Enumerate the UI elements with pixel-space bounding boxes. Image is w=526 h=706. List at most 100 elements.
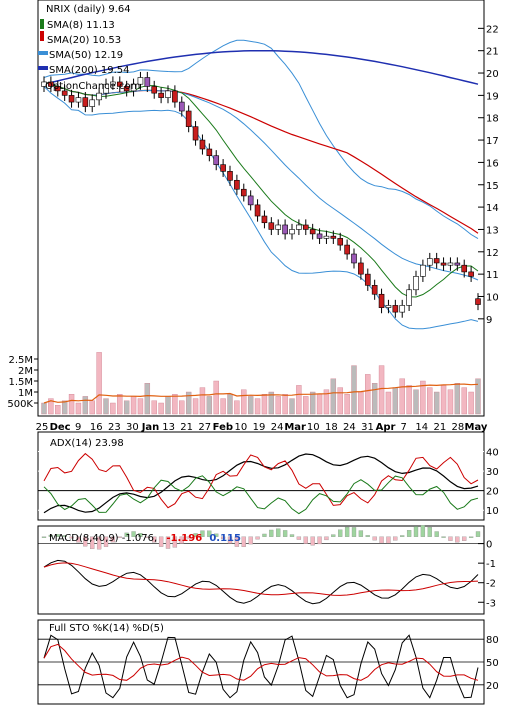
x-tick-label: 24	[343, 422, 356, 433]
candle-body	[309, 229, 316, 235]
macd-hist-bar	[379, 536, 384, 544]
candle-body	[468, 271, 474, 277]
candle-body	[178, 101, 185, 112]
candle-body	[61, 90, 68, 96]
macd-hist-bar	[90, 536, 95, 550]
candle-body	[254, 204, 261, 217]
macd-hist-bar	[41, 536, 47, 538]
x-tick-label: 24	[271, 422, 284, 433]
macd-hist-bar	[365, 535, 370, 537]
sto-ytick-label: 50	[486, 658, 499, 669]
candle-body	[261, 215, 268, 224]
volume-bar	[55, 405, 61, 415]
candle-body	[337, 238, 344, 246]
price-title: NRIX (daily) 9.64	[46, 4, 131, 15]
price-ytick-label: 20	[486, 69, 499, 80]
candle-body	[392, 305, 399, 313]
x-tick-label: 16	[90, 422, 103, 433]
volume-bar	[447, 389, 454, 415]
volume-bar	[68, 394, 75, 415]
sma200-line	[43, 49, 479, 85]
adx-ytick-label: 10	[486, 506, 499, 517]
macd-hist-bar	[48, 534, 54, 537]
volume-bar	[392, 387, 399, 415]
macd-hist-bar	[62, 535, 67, 537]
macd-hist-bar	[289, 534, 295, 537]
candle-body	[316, 233, 323, 239]
candle-body	[371, 285, 378, 295]
volume-bar	[365, 374, 371, 415]
macd-hist-bar	[282, 530, 288, 537]
candle-body	[240, 188, 247, 197]
volume-bar	[413, 389, 419, 415]
macd-hist-bar	[76, 536, 81, 543]
sma20-line	[43, 81, 479, 281]
candle-body	[234, 179, 240, 190]
candle-body	[330, 235, 337, 239]
candle-body	[475, 298, 481, 305]
x-tick-label: 13	[162, 422, 175, 433]
volume-bar	[330, 378, 337, 415]
volume-bar	[316, 394, 323, 415]
macd-hist-bar	[179, 536, 184, 544]
legend-swatch-sma50	[38, 51, 48, 55]
candle-body	[296, 224, 302, 230]
volume-bar	[103, 398, 109, 415]
candle-body	[282, 224, 288, 235]
candle-body	[302, 224, 309, 230]
legend: SMA(8) 11.13 SMA(20) 10.53 SMA(50) 12.19…	[38, 19, 140, 92]
macd-hist-bar	[393, 536, 398, 541]
volume-bar	[89, 400, 95, 415]
candle-body	[116, 81, 123, 87]
price-ytick-label: 11	[486, 270, 499, 281]
macd-hist-bar	[413, 526, 419, 537]
volume-bar	[234, 400, 240, 415]
candle-body	[268, 222, 275, 230]
volume-ytick-label: 500K	[7, 399, 33, 410]
candle-body	[54, 86, 61, 92]
moving-average-lines	[43, 39, 479, 330]
candle-body	[137, 77, 144, 85]
volume-bar	[268, 391, 275, 415]
price-ytick-label: 15	[486, 181, 499, 192]
price-ytick-label: 9	[486, 315, 492, 326]
volume-bar	[385, 391, 392, 415]
candle-body	[192, 126, 199, 141]
sto-title: Full STO %K(14) %D(5)	[49, 623, 164, 634]
x-tick-label: 7	[400, 422, 406, 433]
candle-body	[213, 155, 220, 165]
volume-bar	[344, 394, 350, 415]
adx-ytick-label: 40	[486, 448, 499, 459]
volume-bar	[247, 396, 254, 415]
macd-hist-bar	[455, 536, 460, 543]
macd-hist-bar	[262, 533, 267, 537]
candle-body	[151, 86, 158, 94]
adx-title: ADX(14) 23.98	[50, 438, 124, 449]
x-tick-label: 23	[108, 422, 121, 433]
candle-body	[433, 258, 440, 264]
volume-bar	[96, 352, 102, 415]
macd-hist-bar	[406, 530, 412, 537]
x-tick-label: 9	[75, 422, 81, 433]
macd-hist-bar	[214, 533, 219, 537]
candle-body	[440, 262, 447, 266]
x-tick-label: Feb	[213, 422, 233, 433]
adx-ytick-label: 30	[486, 467, 499, 478]
volume-bar	[254, 398, 261, 415]
volume-bar	[192, 398, 199, 415]
minus-di-line	[43, 475, 479, 515]
macd-hist-bar	[124, 532, 129, 537]
macd-hist-bar	[400, 535, 405, 537]
volume-ytick-label: 2M	[18, 366, 33, 377]
volume-bar	[427, 387, 433, 415]
adx-ytick-label: 20	[486, 487, 499, 498]
candle-body	[420, 264, 426, 277]
candle-body	[110, 81, 116, 85]
macd-ytick-label: -1	[486, 559, 496, 570]
candle-body	[165, 90, 171, 98]
legend-swatch-sma8	[40, 19, 44, 29]
candle-body	[426, 258, 433, 266]
volume-bar	[213, 380, 219, 415]
volume-bar	[75, 402, 82, 415]
macd-hist-bar	[317, 536, 322, 545]
